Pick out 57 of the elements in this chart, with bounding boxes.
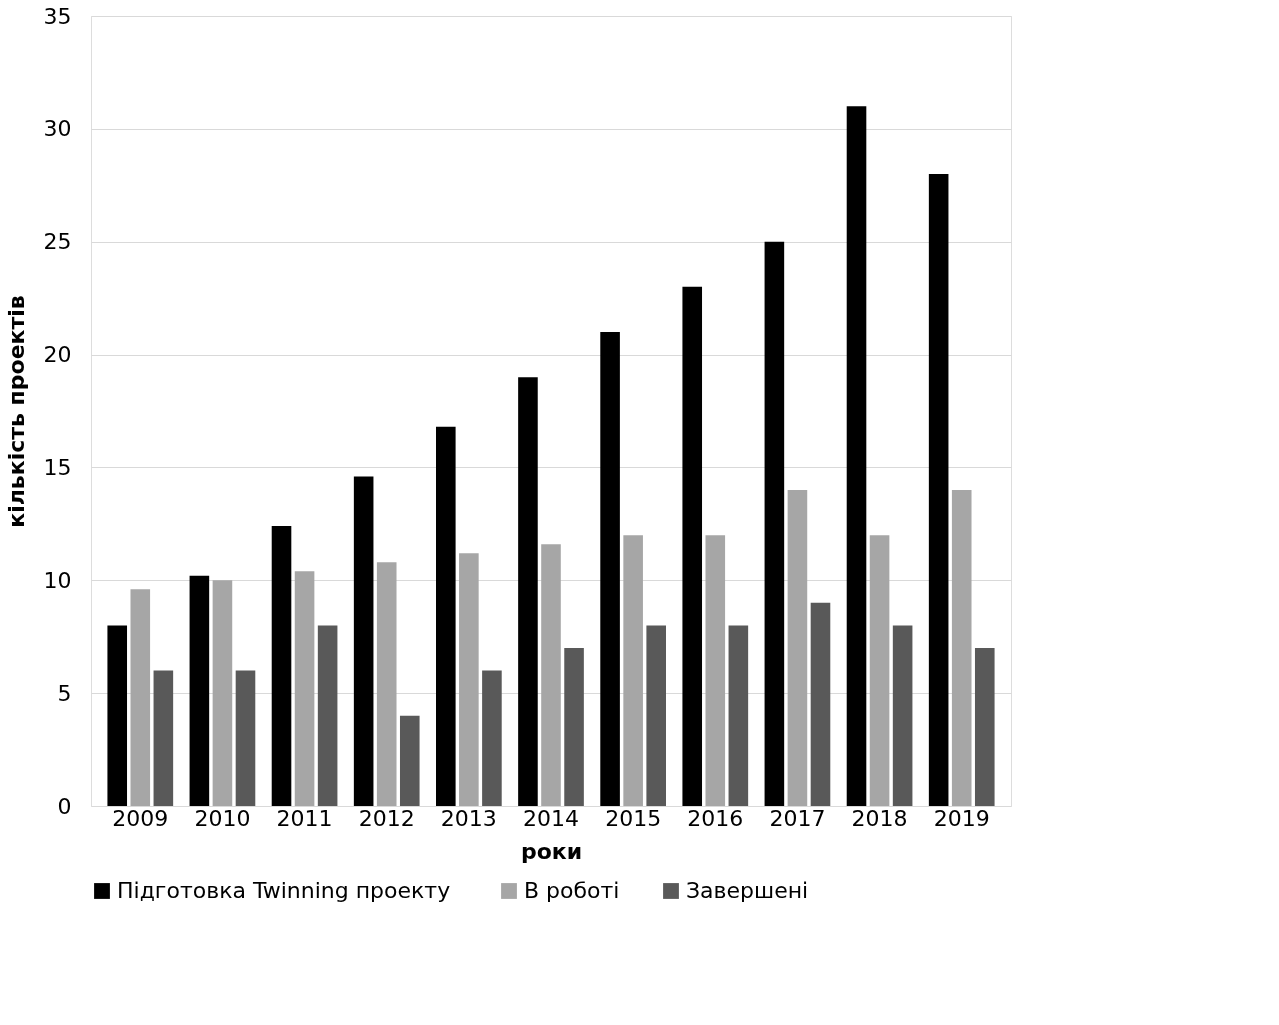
bar (869, 535, 890, 806)
bar (317, 625, 338, 806)
bar (974, 648, 995, 806)
x-tick-label: 2015 (605, 805, 662, 831)
bar (951, 490, 972, 806)
bar (646, 625, 666, 806)
bar (787, 490, 808, 806)
x-tick-label: 2013 (440, 805, 497, 831)
x-axis-title: роки (520, 838, 583, 864)
bar (600, 332, 620, 806)
bar (728, 625, 749, 806)
bar (107, 625, 128, 806)
bar (153, 670, 174, 806)
y-tick-label: 10 (43, 567, 72, 593)
y-tick-label: 15 (43, 454, 72, 480)
bar (518, 377, 538, 806)
bar (436, 426, 456, 806)
legend-label: Завершені (686, 878, 809, 903)
bar (541, 544, 561, 806)
x-tick-label: 2012 (358, 805, 415, 831)
x-tick-label: 2016 (687, 805, 744, 831)
x-tick-label: 2010 (194, 805, 251, 831)
y-tick-label: 5 (57, 680, 72, 706)
x-tick-label: 2017 (769, 805, 826, 831)
bar (705, 535, 726, 806)
bar (235, 670, 256, 806)
bar (623, 535, 643, 806)
x-tick-label: 2014 (523, 805, 579, 831)
bar (810, 602, 831, 806)
bar (928, 174, 949, 806)
x-tick-label: 2011 (276, 805, 333, 831)
bar (294, 571, 315, 806)
bar (399, 715, 420, 806)
bar (130, 589, 151, 806)
x-tick-label: 2009 (112, 805, 169, 831)
y-axis-title: кількість проектів (3, 295, 29, 528)
y-tick-label: 20 (43, 342, 72, 368)
bar (459, 553, 479, 806)
y-tick-label: 0 (57, 793, 72, 819)
legend-label: Підготовка Twinning проекту (117, 878, 451, 903)
y-tick-label: 25 (43, 229, 72, 255)
bar (189, 575, 210, 806)
bar (353, 476, 374, 806)
y-tick-label: 35 (43, 3, 72, 29)
y-tick-label: 30 (43, 116, 72, 142)
legend-label: В роботі (524, 878, 620, 903)
bar (892, 625, 913, 806)
bar (564, 648, 584, 806)
bar (846, 106, 867, 806)
bar (212, 580, 233, 806)
x-tick-label: 2019 (933, 805, 990, 831)
bar (482, 670, 502, 806)
bar (682, 286, 703, 806)
bar (271, 526, 292, 806)
bar (764, 241, 785, 806)
bar (376, 562, 397, 806)
x-tick-label: 2018 (851, 805, 908, 831)
